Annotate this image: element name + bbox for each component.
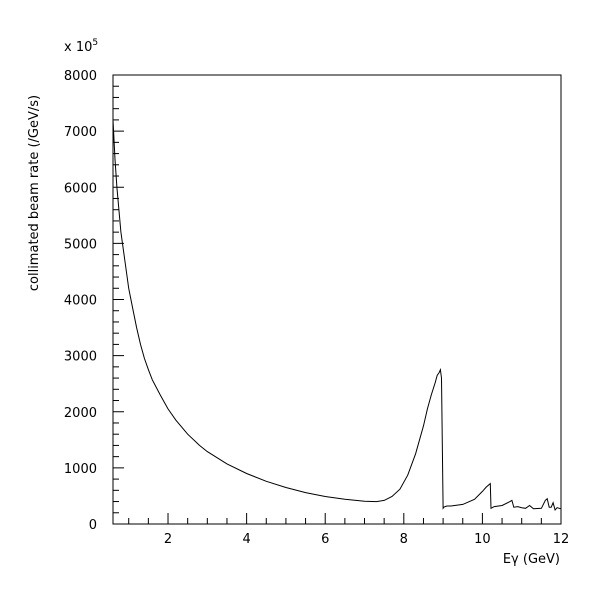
x-tick-label: 2 [164,532,172,547]
y-axis-label: collimated beam rate (/GeV/s) [27,95,42,291]
y-tick-label: 0 [89,518,97,533]
y-tick-label: 8000 [64,69,97,84]
plot-frame [112,74,562,525]
y-tick-label: 6000 [64,181,97,196]
beam-rate-curve [112,119,562,512]
y-tick-label: 2000 [64,406,97,421]
y-tick-label: 7000 [64,125,97,140]
x-tick-label: 8 [400,532,408,547]
y-tick-label: 4000 [64,294,97,309]
y-multiplier-label: x 105 [64,38,98,55]
y-tick-label: 5000 [64,237,97,252]
x-tick-label: 6 [321,532,329,547]
x-axis-label: Eγ (GeV) [503,552,560,567]
x-tick-label: 12 [553,532,570,547]
y-tick-label: 3000 [64,350,97,365]
x-tick-label: 10 [474,532,491,547]
y-axis-ticks: 0 1000 2000 3000 4000 5000 6000 7000 8000 [64,69,124,533]
y-tick-label: 1000 [64,462,97,477]
x-axis-ticks: 2 4 6 8 10 12 [128,513,570,547]
x-tick-label: 4 [242,532,250,547]
